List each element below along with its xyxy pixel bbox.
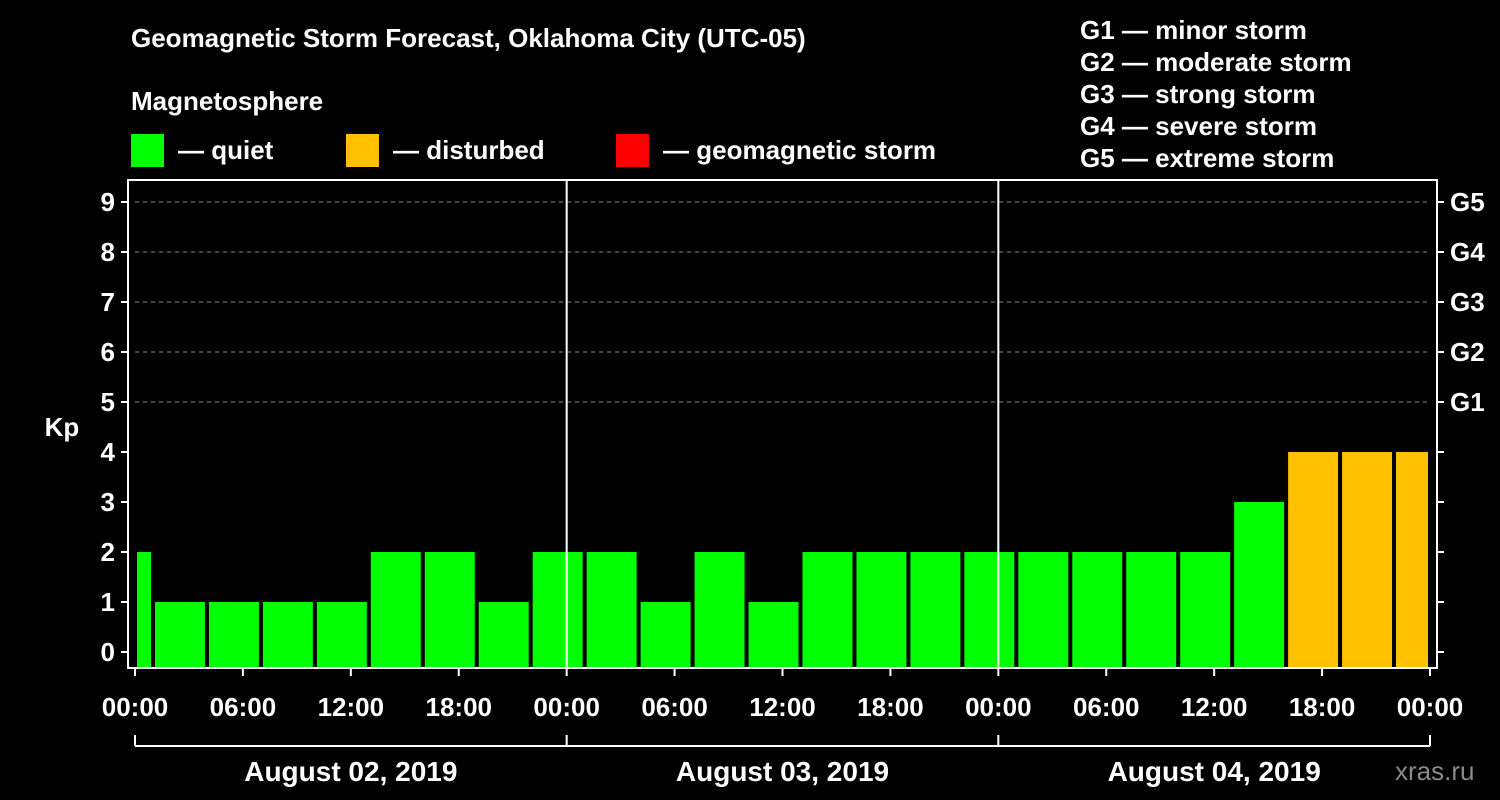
x-tick-label: 12:00 bbox=[1181, 692, 1248, 722]
storm-scale-g4: G4 — severe storm bbox=[1080, 111, 1318, 141]
storm-scale-g1: G1 — minor storm bbox=[1080, 15, 1307, 45]
kp-bar bbox=[694, 552, 745, 668]
legend-label-storm: — geomagnetic storm bbox=[663, 134, 937, 165]
storm-scale-g5: G5 — extreme storm bbox=[1080, 143, 1335, 173]
x-tick-label: 00:00 bbox=[965, 692, 1032, 722]
x-tick-label: 18:00 bbox=[857, 692, 924, 722]
kp-bar bbox=[154, 602, 205, 668]
legend-disturbed: — disturbed bbox=[346, 133, 545, 167]
day-label: August 03, 2019 bbox=[676, 756, 889, 787]
kp-bar bbox=[1180, 552, 1231, 668]
kp-bar bbox=[1234, 502, 1285, 668]
kp-bar bbox=[910, 552, 961, 668]
x-tick-label: 18:00 bbox=[426, 692, 493, 722]
kp-bar bbox=[964, 552, 1015, 668]
kp-bar bbox=[856, 552, 907, 668]
y-tick-label: 1 bbox=[101, 587, 115, 617]
day-label: August 04, 2019 bbox=[1108, 756, 1321, 787]
kp-bar bbox=[586, 552, 637, 668]
g-scale-label: G5 bbox=[1450, 187, 1485, 217]
y-tick-label: 7 bbox=[101, 287, 115, 317]
x-tick-label: 06:00 bbox=[641, 692, 708, 722]
y-tick-label: 0 bbox=[101, 637, 115, 667]
storm-scale-g3: G3 — strong storm bbox=[1080, 79, 1316, 109]
legend-storm: — geomagnetic storm bbox=[616, 133, 936, 167]
x-tick-label: 00:00 bbox=[1397, 692, 1464, 722]
kp-bar bbox=[478, 602, 529, 668]
legend-quiet: — quiet bbox=[131, 133, 273, 167]
chart-subtitle: Magnetosphere bbox=[131, 86, 324, 116]
y-tick-label: 4 bbox=[101, 437, 116, 467]
y-tick-label: 5 bbox=[101, 387, 115, 417]
day-label: August 02, 2019 bbox=[244, 756, 457, 787]
kp-bar bbox=[748, 602, 799, 668]
storm-scale-g2: G2 — moderate storm bbox=[1080, 47, 1352, 77]
legend-swatch-quiet bbox=[131, 133, 164, 167]
x-tick-label: 00:00 bbox=[533, 692, 600, 722]
x-tick-label: 06:00 bbox=[1073, 692, 1140, 722]
x-tick-label: 12:00 bbox=[749, 692, 816, 722]
kp-bar bbox=[532, 552, 583, 668]
kp-bar bbox=[1072, 552, 1123, 668]
kp-bar bbox=[802, 552, 853, 668]
kp-bar bbox=[1126, 552, 1177, 668]
kp-bar bbox=[137, 552, 151, 668]
kp-bar bbox=[424, 552, 475, 668]
y-axis-title: Kp bbox=[45, 412, 80, 442]
y-tick-label: 9 bbox=[101, 187, 115, 217]
y-tick-label: 2 bbox=[101, 537, 115, 567]
credit-watermark: xras.ru bbox=[1395, 756, 1475, 786]
legend-swatch-storm bbox=[616, 133, 649, 167]
kp-bar bbox=[1342, 452, 1393, 668]
g-scale-label: G1 bbox=[1450, 387, 1485, 417]
kp-bar bbox=[208, 602, 259, 668]
kp-bar bbox=[1288, 452, 1339, 668]
legend-label-disturbed: — disturbed bbox=[393, 134, 545, 165]
kp-bar bbox=[1396, 452, 1428, 668]
kp-bar bbox=[370, 552, 421, 668]
g-scale-label: G4 bbox=[1450, 237, 1485, 267]
kp-bar bbox=[316, 602, 367, 668]
g-scale-label: G3 bbox=[1450, 287, 1485, 317]
y-tick-label: 8 bbox=[101, 237, 115, 267]
kp-bar bbox=[1018, 552, 1069, 668]
y-tick-label: 3 bbox=[101, 487, 115, 517]
legend-label-quiet: — quiet bbox=[178, 134, 274, 165]
g-scale-label: G2 bbox=[1450, 337, 1485, 367]
x-tick-label: 00:00 bbox=[102, 692, 169, 722]
kp-bar bbox=[640, 602, 691, 668]
x-tick-label: 06:00 bbox=[210, 692, 277, 722]
storm-scale-list: G1 — minor storm G2 — moderate storm G3 … bbox=[1080, 14, 1352, 174]
x-tick-label: 18:00 bbox=[1289, 692, 1356, 722]
x-tick-label: 12:00 bbox=[318, 692, 385, 722]
kp-bar bbox=[262, 602, 313, 668]
legend-swatch-disturbed bbox=[346, 133, 379, 167]
y-tick-label: 6 bbox=[101, 337, 115, 367]
chart-title: Geomagnetic Storm Forecast, Oklahoma Cit… bbox=[131, 23, 806, 53]
